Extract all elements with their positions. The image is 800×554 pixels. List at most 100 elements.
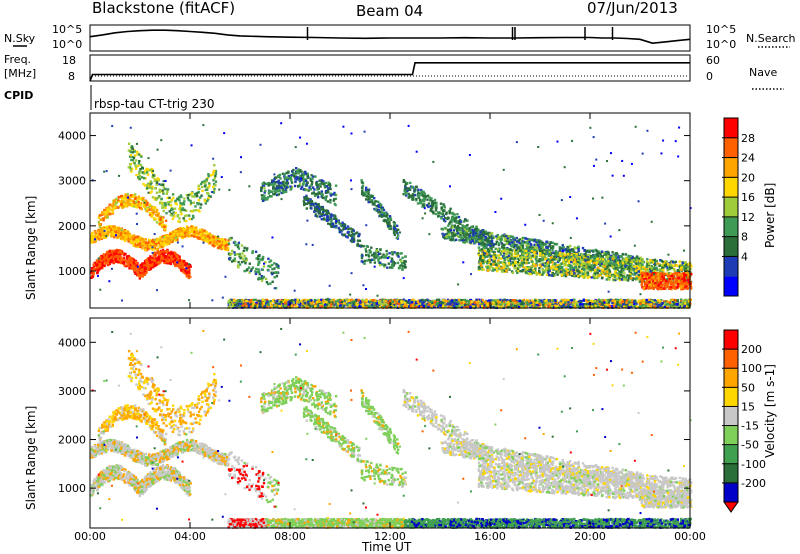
power-pixel [138, 172, 141, 176]
power-pixel [391, 251, 394, 254]
power-pixel [201, 181, 204, 184]
power-pixel [267, 264, 270, 268]
power-pixel [415, 185, 418, 189]
power-pixel [102, 254, 106, 257]
power-pixel [366, 259, 369, 262]
freq-left-bottom-tick: 8 [68, 70, 75, 83]
power-pixel [109, 261, 112, 264]
power-pixel [262, 275, 265, 279]
power-pixel [195, 233, 198, 237]
power-pixel [458, 235, 461, 238]
power-pixel [139, 207, 142, 210]
power-pixel [136, 150, 139, 154]
power-pixel [455, 238, 458, 241]
power-pixel [385, 214, 388, 218]
power-pixel [332, 199, 335, 202]
power-pixel [104, 256, 107, 259]
power-pixel [123, 197, 126, 200]
power-pixel [430, 197, 433, 200]
power-pixel [278, 173, 282, 177]
power-pixel [195, 209, 198, 212]
power-pixel [90, 267, 94, 270]
power-pixel [120, 200, 124, 203]
power-pixel [440, 212, 443, 215]
power-pixel [165, 240, 168, 244]
power-pixel [146, 201, 149, 205]
power-pixel [115, 201, 118, 204]
power-pixel [217, 246, 220, 250]
power-pixel [99, 230, 102, 233]
power-pixel [366, 189, 369, 192]
power-pixel [295, 167, 298, 170]
power-pixel [175, 235, 179, 238]
power-pixel [168, 251, 171, 255]
power-pixel [275, 184, 279, 188]
power-pixel [320, 179, 323, 182]
power-pixel [163, 254, 166, 257]
power-pixel [314, 203, 318, 206]
power-pixel [135, 173, 138, 177]
power-pixel [91, 231, 94, 235]
power-pixel [126, 238, 129, 241]
power-pixel [428, 196, 431, 199]
power-pixel [403, 259, 406, 263]
power-pixel [165, 192, 168, 195]
power-pixel [386, 266, 389, 269]
power-pixel [137, 162, 141, 165]
power-pixel [382, 208, 386, 212]
power-pixel [107, 258, 110, 261]
power-pixel [231, 260, 234, 263]
power-pixel [364, 190, 367, 193]
power-pixel [108, 250, 111, 253]
power-pixel [305, 207, 308, 210]
power-pixel [161, 183, 165, 187]
power-pixel [304, 170, 307, 174]
power-pixel [90, 236, 93, 239]
power-pixel [201, 238, 205, 242]
power-pixel [162, 242, 165, 245]
power-pixel [144, 207, 147, 210]
power-pixel [160, 197, 163, 200]
power-pixel [260, 194, 264, 197]
power-pixel [111, 208, 114, 212]
power-pixel [270, 195, 273, 198]
noise-right-bottom-tick: 10^0 [706, 38, 736, 51]
power-pixel [352, 237, 356, 241]
power-pixel [179, 206, 182, 210]
power-pixel [182, 234, 185, 237]
power-pixel [187, 194, 190, 197]
power-pixel [440, 206, 443, 210]
power-pixel [272, 183, 275, 186]
power-pixel [417, 188, 420, 191]
power-pixel [100, 227, 103, 230]
power-pixel [156, 247, 160, 251]
power-pixel [176, 197, 179, 201]
power-pixel [115, 252, 118, 255]
power-pixel [111, 250, 115, 253]
power-pixel [100, 266, 103, 269]
power-pixel [96, 263, 99, 266]
power-pixel [146, 168, 150, 171]
power-pixel [130, 167, 134, 171]
power-pixel [385, 249, 388, 253]
power-pixel [433, 198, 437, 202]
power-pixel [158, 243, 162, 247]
power-pixel [407, 192, 410, 196]
power-pixel [240, 244, 244, 247]
power-pixel [321, 206, 324, 209]
power-pixel [190, 234, 193, 237]
power-pixel [212, 241, 215, 244]
power-pixel [148, 184, 151, 187]
power-pixel [188, 214, 191, 217]
power-pixel [213, 164, 216, 167]
power-pixel [157, 177, 160, 181]
power-pixel [113, 205, 116, 208]
power-pixel [127, 264, 130, 267]
power-pixel [493, 250, 496, 254]
power-pixel [410, 185, 414, 189]
power-pixel [134, 200, 138, 204]
power-pixel [434, 212, 438, 216]
power-pixel [251, 250, 254, 253]
power-pixel [185, 193, 189, 197]
power-pixel [248, 271, 251, 274]
